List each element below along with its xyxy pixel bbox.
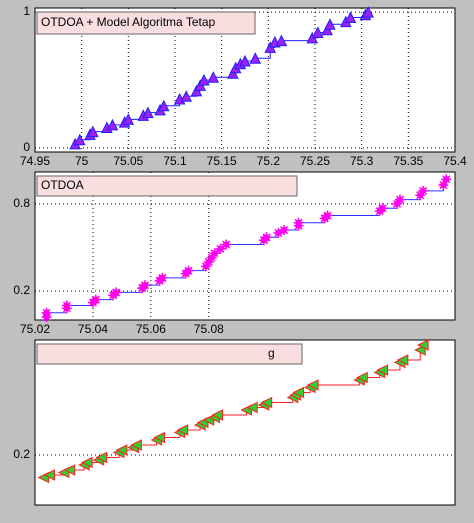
x-tick-label: 75.25 xyxy=(300,154,330,168)
title-box xyxy=(36,343,303,365)
marker xyxy=(90,294,101,305)
marker xyxy=(249,52,262,64)
marker xyxy=(209,248,220,259)
marker xyxy=(293,217,304,228)
marker xyxy=(376,364,389,376)
marker xyxy=(417,339,429,351)
marker xyxy=(140,280,151,291)
marker xyxy=(260,396,273,409)
marker xyxy=(81,456,93,469)
marker xyxy=(61,300,72,311)
marker xyxy=(41,307,52,318)
x-tick-label: 75.1 xyxy=(163,154,187,168)
marker xyxy=(221,239,232,250)
marker xyxy=(180,90,193,102)
y-tick-label: 0.8 xyxy=(13,196,30,210)
x-tick-label: 75.05 xyxy=(113,154,143,168)
marker xyxy=(344,11,357,24)
y-tick-label: 0 xyxy=(23,140,30,154)
marker xyxy=(415,190,426,201)
x-tick-label: 75.08 xyxy=(194,322,224,336)
marker xyxy=(392,198,403,209)
marker xyxy=(200,261,211,272)
marker xyxy=(157,272,168,283)
marker xyxy=(183,265,194,276)
marker xyxy=(63,464,76,476)
marker xyxy=(95,451,108,464)
marker xyxy=(111,287,122,298)
y-tick-label: 0.2 xyxy=(13,447,30,461)
marker xyxy=(394,194,405,205)
axes xyxy=(34,171,456,321)
marker xyxy=(115,444,128,456)
title-box xyxy=(36,175,298,197)
marker xyxy=(441,174,452,185)
marker xyxy=(311,26,324,38)
marker xyxy=(322,210,333,221)
marker xyxy=(356,371,368,384)
marker xyxy=(157,99,170,112)
y-tick-label: 0.2 xyxy=(13,283,30,297)
marker xyxy=(215,243,226,254)
marker xyxy=(279,225,290,236)
x-tick-label: 75.15 xyxy=(207,154,237,168)
chart-title: OTDOA + Model Algoritma Tetap xyxy=(41,15,216,29)
x-tick-label: 75.4 xyxy=(443,154,467,168)
marker xyxy=(362,5,375,18)
x-tick-label: 75.06 xyxy=(136,322,166,336)
marker xyxy=(239,54,251,67)
x-tick-label: 75.2 xyxy=(257,154,281,168)
marker xyxy=(306,379,319,391)
marker xyxy=(106,118,119,131)
x-tick-label: 75.35 xyxy=(393,154,423,168)
marker xyxy=(273,227,284,238)
marker xyxy=(153,431,166,444)
title-box xyxy=(36,11,256,35)
axes xyxy=(34,339,456,506)
x-tick-label: 74.95 xyxy=(20,154,50,168)
marker xyxy=(142,106,154,119)
marker xyxy=(211,409,223,421)
marker xyxy=(43,469,55,481)
chart-title: g xyxy=(268,346,275,360)
marker xyxy=(246,401,258,414)
marker xyxy=(377,203,388,214)
marker xyxy=(207,71,220,83)
marker xyxy=(130,439,142,451)
marker xyxy=(122,113,135,125)
x-tick-label: 75 xyxy=(75,154,89,168)
marker xyxy=(292,386,305,399)
marker xyxy=(261,232,272,243)
marker xyxy=(176,424,189,436)
marker xyxy=(206,252,217,263)
y-tick-label: 1 xyxy=(23,4,30,18)
marker xyxy=(438,180,449,191)
marker xyxy=(73,133,86,146)
marker xyxy=(198,73,210,86)
marker xyxy=(203,256,214,267)
marker xyxy=(324,18,336,30)
marker xyxy=(275,34,288,47)
chart-title: OTDOA xyxy=(41,178,84,192)
marker xyxy=(87,125,99,138)
marker xyxy=(396,354,409,366)
x-tick-label: 75.3 xyxy=(350,154,374,168)
marker xyxy=(418,185,429,196)
x-tick-label: 75.04 xyxy=(78,322,108,336)
x-tick-label: 75.02 xyxy=(20,322,50,336)
